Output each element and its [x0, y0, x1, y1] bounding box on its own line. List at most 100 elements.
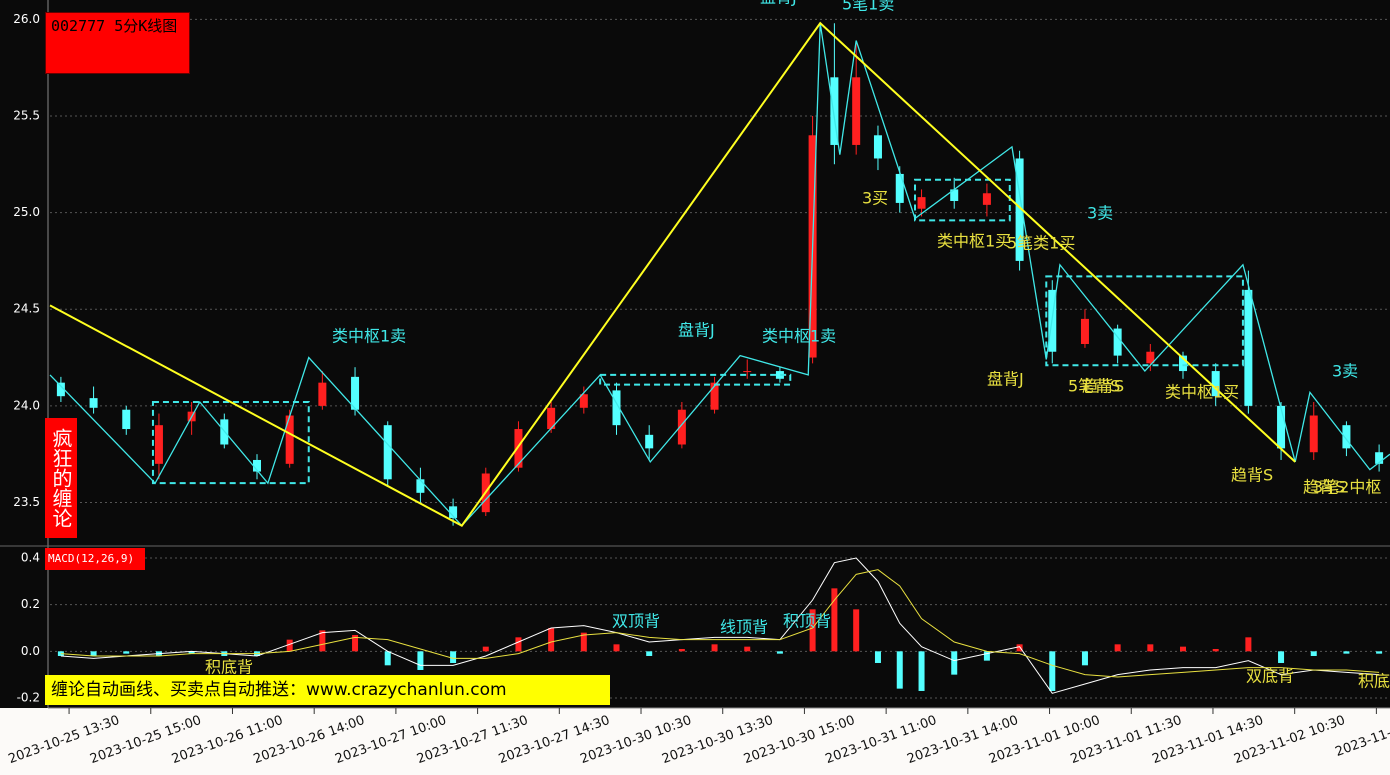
- macd-bar: [1212, 648, 1219, 652]
- macd-bar: [1310, 651, 1317, 656]
- y-tick-label: 25.0: [13, 205, 40, 219]
- macd-bar: [123, 651, 130, 654]
- candle-body: [1113, 328, 1122, 356]
- annotation: 盘背J: [987, 370, 1024, 389]
- candle-body: [122, 409, 131, 430]
- macd-bar: [678, 648, 685, 652]
- annotation: 双底背: [1246, 667, 1294, 686]
- candle-body: [383, 425, 392, 480]
- macd-bar: [613, 644, 620, 652]
- macd-bar: [1376, 651, 1383, 654]
- annotation: 盘背J: [678, 321, 715, 340]
- macd-bar: [831, 588, 838, 652]
- zhongshu-box: [151, 400, 310, 485]
- annotation: 5笔1卖: [842, 0, 894, 14]
- macd-line: [60, 557, 1380, 694]
- macd-bar: [352, 634, 359, 652]
- candle-body: [1244, 289, 1253, 406]
- macd-bar: [1343, 651, 1350, 654]
- macd-line: [60, 569, 1380, 678]
- macd-bar: [951, 651, 958, 675]
- macd-bar: [646, 651, 653, 656]
- candle-body: [89, 398, 98, 408]
- macd-bar: [1245, 637, 1252, 652]
- macd-bar: [711, 644, 718, 652]
- y-tick-label: 24.0: [13, 398, 40, 412]
- macd-bar: [417, 651, 424, 670]
- annotation: 积顶背: [783, 612, 831, 631]
- macd-bar: [1180, 646, 1187, 652]
- zhongshu-box: [1045, 275, 1244, 367]
- macd-bar: [983, 651, 990, 661]
- candle-body: [252, 459, 261, 472]
- candle-body: [449, 506, 458, 518]
- candle-body: [950, 189, 959, 201]
- macd-bar: [90, 651, 97, 656]
- segment-line: [49, 21, 1296, 527]
- macd-bar: [580, 632, 587, 652]
- macd-bar: [744, 646, 751, 652]
- candle-body: [416, 479, 425, 493]
- annotation: 3卖: [1332, 362, 1358, 381]
- macd-bar: [482, 646, 489, 652]
- candle-body: [1342, 425, 1351, 449]
- annotation: 5笔类1买: [1007, 234, 1075, 253]
- y-tick-label: 0.4: [21, 551, 40, 565]
- chart-title: 002777 5分K线图: [45, 12, 190, 74]
- candle-body: [677, 409, 686, 445]
- candle-body: [1146, 351, 1155, 364]
- candle-body: [1015, 158, 1024, 261]
- macd-bar: [776, 651, 783, 654]
- y-tick-label: -0.2: [17, 690, 40, 704]
- macd-bar: [1147, 644, 1154, 652]
- candle-body: [351, 376, 360, 410]
- candle-body: [852, 77, 861, 145]
- macd-bar: [286, 639, 293, 652]
- macd-bar: [1081, 651, 1088, 666]
- bi-line: [49, 23, 1390, 527]
- annotation: 趋背S: [1303, 478, 1345, 497]
- annotation: 类中枢1买: [1165, 383, 1239, 402]
- annotation: 积底: [1358, 672, 1390, 691]
- candle-body: [612, 390, 621, 426]
- macd-bar: [1049, 651, 1056, 691]
- macd-bar: [1114, 644, 1121, 652]
- candle-body: [1211, 371, 1220, 397]
- candle-body: [1277, 405, 1286, 449]
- candle-body: [318, 382, 327, 406]
- candle-body: [775, 371, 784, 379]
- y-tick-label: 23.5: [13, 495, 40, 509]
- candle-body: [982, 193, 991, 205]
- macd-bar: [918, 651, 925, 691]
- candle-body: [710, 382, 719, 410]
- macd-bar: [896, 651, 903, 689]
- annotation: 线顶背: [720, 618, 768, 637]
- macd-bar: [548, 628, 555, 652]
- annotation: 3卖: [1087, 204, 1113, 223]
- candle-body: [1309, 415, 1318, 453]
- zhongshu-box: [599, 373, 792, 386]
- y-tick-label: 0.0: [21, 644, 40, 658]
- macd-bar: [384, 651, 391, 666]
- candle-body: [547, 407, 556, 430]
- macd-bar: [319, 630, 326, 652]
- side-label: 疯狂的缠论: [45, 418, 77, 538]
- macd-bar: [853, 609, 860, 652]
- candle-body: [917, 197, 926, 209]
- candle-body: [1179, 355, 1188, 372]
- annotation: 趋背S: [1082, 377, 1124, 396]
- candle-body: [579, 394, 588, 408]
- macd-bar: [874, 651, 881, 663]
- annotation: 5笔背S: [1068, 377, 1120, 396]
- annotation: 双顶背: [612, 612, 660, 631]
- annotation: 类中枢1卖: [332, 327, 406, 346]
- candle-body: [514, 429, 523, 468]
- candle-body: [154, 425, 163, 464]
- annotation: 趋背S: [1231, 466, 1273, 485]
- candle-body: [56, 382, 65, 397]
- y-tick-label: 24.5: [13, 302, 40, 316]
- candle-body: [645, 434, 654, 449]
- candle-body: [873, 135, 882, 159]
